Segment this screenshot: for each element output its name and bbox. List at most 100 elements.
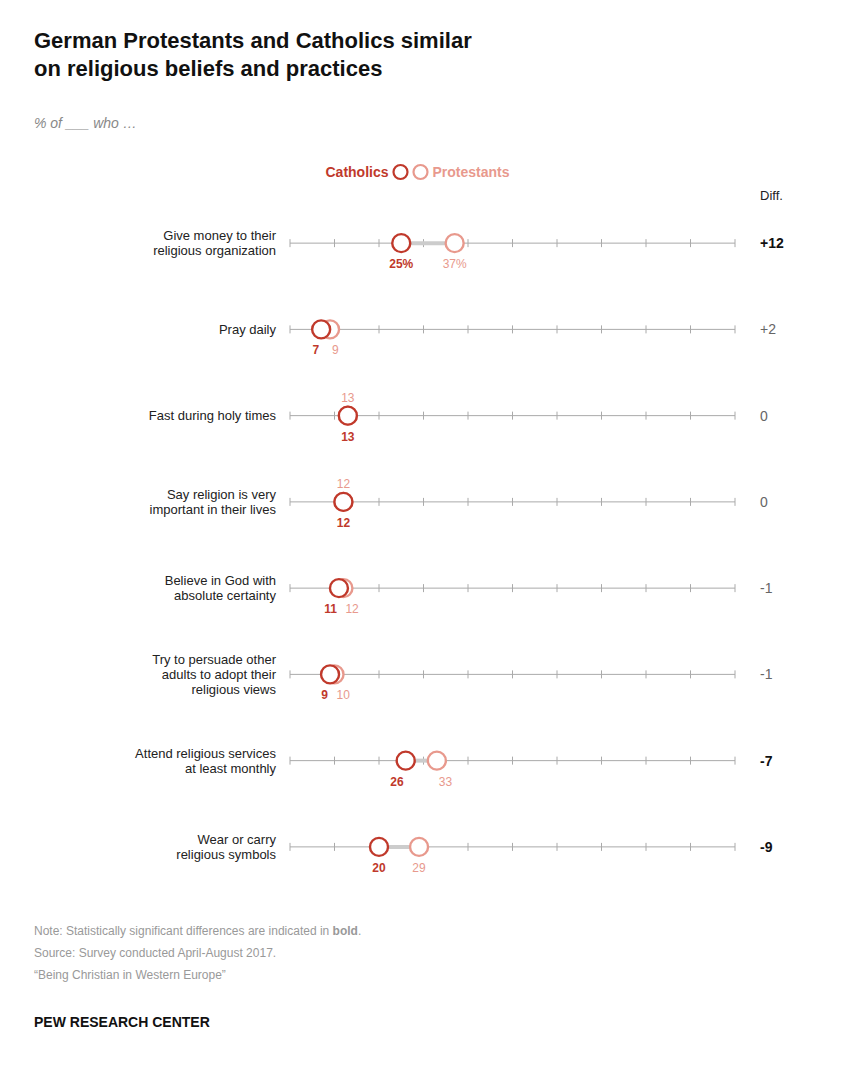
category-line: Believe in God with [165,573,276,588]
tick [557,584,558,592]
tick [557,498,558,506]
tick [601,757,602,765]
category-label: Wear or carryreligious symbols [176,832,276,862]
tick [690,584,691,592]
dot [334,493,352,511]
category-label: Say religion is veryimportant in their l… [150,487,277,517]
dot [339,407,357,425]
tick [735,412,736,420]
tick [601,584,602,592]
tick [557,843,558,851]
tick [557,239,558,247]
tick [468,325,469,333]
tick [690,757,691,765]
tick [423,412,424,420]
tick [423,670,424,678]
tick [290,239,291,247]
category-line: religious symbols [176,847,276,862]
data-label: 26 [390,775,404,789]
tick [557,325,558,333]
category-label: Fast during holy times [149,408,277,423]
tick [379,670,380,678]
tick [379,757,380,765]
tick [290,584,291,592]
tick [646,584,647,592]
tick [735,239,736,247]
tick [379,584,380,592]
tick [646,239,647,247]
tick [601,325,602,333]
category-line: Say religion is very [167,487,277,502]
tick [290,757,291,765]
diff-label: 0 [760,408,768,424]
diff-label: 0 [760,494,768,510]
category-line: Pray daily [219,322,277,337]
category-line: at least monthly [185,761,277,776]
data-label: 29 [412,861,426,875]
category-label: Try to persuade otheradults to adopt the… [152,652,276,697]
legend-marker [394,165,408,179]
tick [423,498,424,506]
tick [290,670,291,678]
tick [290,498,291,506]
category-label: Believe in God withabsolute certainty [165,573,277,603]
note: “Being Christian in Western Europe” [34,968,226,982]
background [0,0,841,1071]
tick [468,584,469,592]
tick [690,412,691,420]
tick [290,843,291,851]
diff-label: -7 [760,753,773,769]
tick [468,412,469,420]
tick [690,239,691,247]
data-label: 9 [332,343,339,357]
dot [392,234,410,252]
data-label: 11 [324,602,337,616]
tick [423,584,424,592]
note-part: Note: Statistically significant differen… [34,924,333,938]
tick [379,325,380,333]
subtitle: % of ___ who … [34,115,137,131]
data-label: 12 [345,602,359,616]
category-line: Fast during holy times [149,408,277,423]
category-label: Give money to theirreligious organizatio… [153,228,277,258]
data-label: 10 [337,688,351,702]
data-label: 25% [389,257,413,271]
marks [312,234,464,856]
category-line: Try to persuade other [152,652,276,667]
tick [646,670,647,678]
data-label: 13 [341,430,355,444]
diff-label: -1 [760,666,773,682]
data-label: 7 [312,343,319,357]
tick [423,325,424,333]
tick [512,757,513,765]
note: Source: Survey conducted April-August 20… [34,946,276,960]
legend-marker [414,165,428,179]
category-line: Attend religious services [135,746,276,761]
dot [312,320,330,338]
tick [646,325,647,333]
dot [321,665,339,683]
tick [646,757,647,765]
tick [690,325,691,333]
tick [557,412,558,420]
data-label: 9 [321,688,328,702]
tick [468,670,469,678]
note-part: “Being Christian in Western Europe” [34,968,226,982]
tick [735,843,736,851]
tick [290,325,291,333]
dot [339,407,357,425]
tick [512,239,513,247]
tick [646,843,647,851]
tick [512,584,513,592]
title-line: on religious beliefs and practices [34,56,382,81]
data-label: 12 [337,477,351,491]
dot [446,234,464,252]
tick [334,843,335,851]
note-part: . [358,924,361,938]
dot [330,579,348,597]
dot [397,752,415,770]
tick [601,843,602,851]
data-label: 13 [341,391,355,405]
tick [468,843,469,851]
axes [290,239,735,851]
